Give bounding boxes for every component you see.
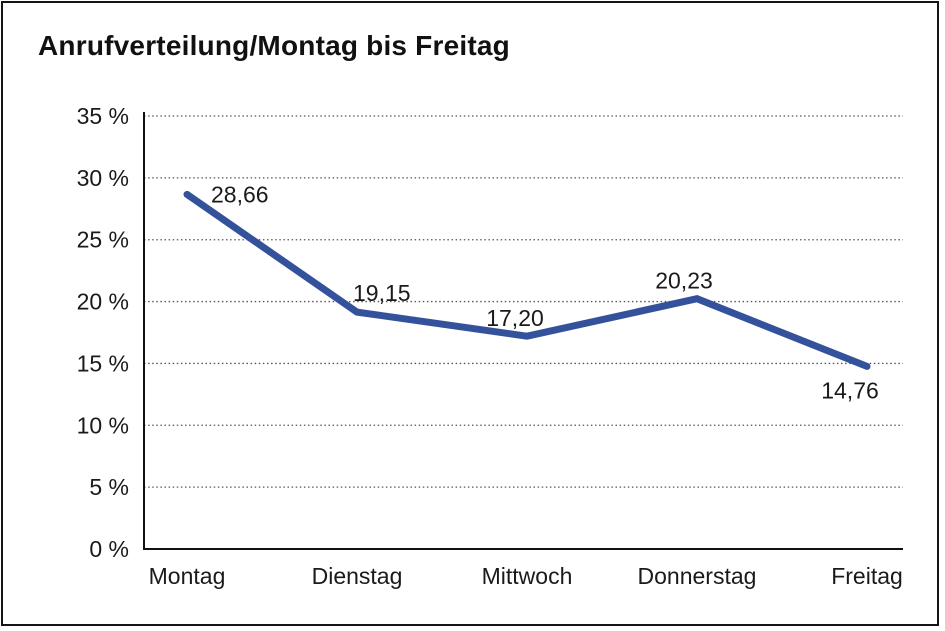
y-tick-label: 30 %	[77, 165, 129, 191]
series-line	[183, 190, 871, 370]
x-category-label: Dienstag	[312, 563, 403, 589]
y-tick-label: 15 %	[77, 350, 129, 376]
y-tick-label: 0 %	[89, 536, 129, 562]
y-tick-label: 35 %	[77, 103, 129, 129]
data-point-label: 20,23	[655, 268, 713, 294]
x-category-label: Mittwoch	[482, 563, 573, 589]
y-tick-label: 20 %	[77, 289, 129, 315]
y-tick-label: 25 %	[77, 227, 129, 253]
x-category-label: Freitag	[831, 563, 903, 589]
data-point-label: 28,66	[211, 181, 269, 207]
x-category-label: Montag	[149, 563, 226, 589]
x-category-label: Donnerstag	[638, 563, 757, 589]
y-tick-label: 10 %	[77, 412, 129, 438]
data-point-label: 17,20	[486, 305, 544, 331]
chart-title: Anrufverteilung/Montag bis Freitag	[38, 30, 510, 61]
data-point-label: 14,76	[821, 377, 879, 403]
y-tick-label: 5 %	[89, 474, 129, 500]
data-point-label: 19,15	[353, 280, 411, 306]
